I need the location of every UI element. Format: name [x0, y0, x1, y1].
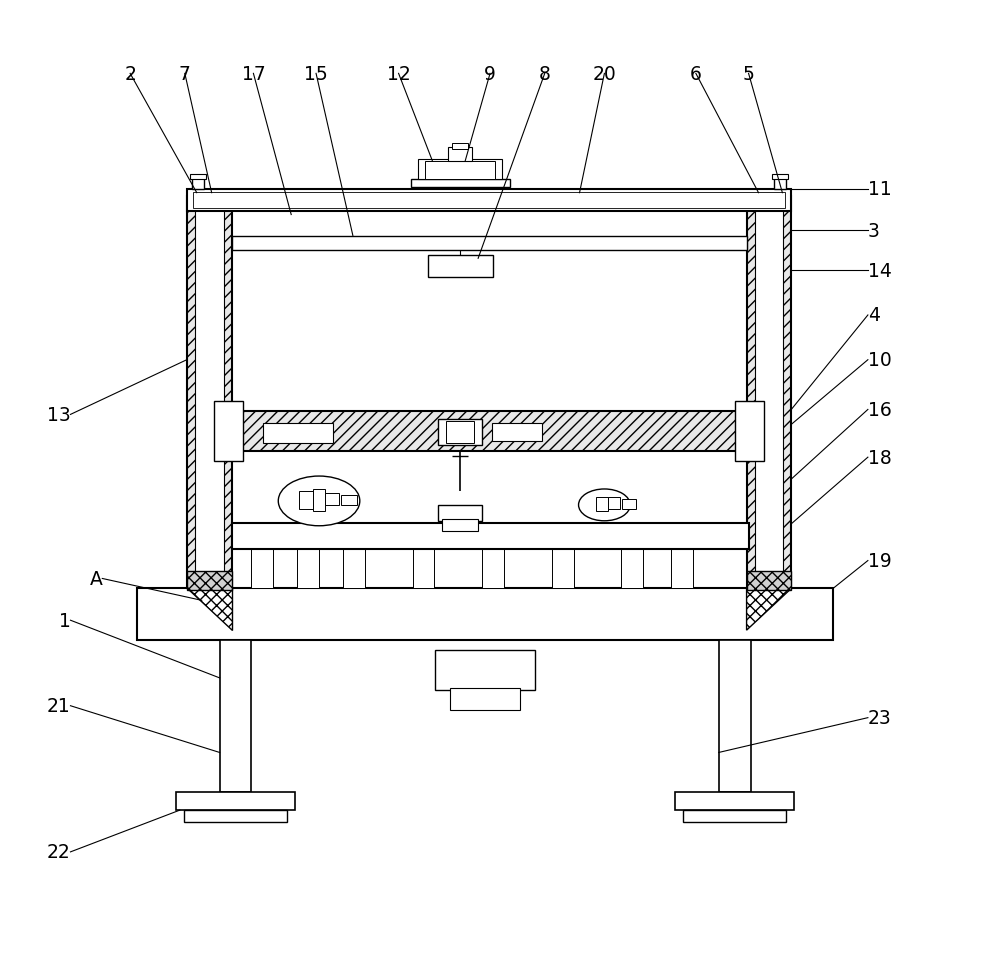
Bar [187, 190, 791, 211]
Text: 7: 7 [179, 65, 191, 83]
Text: 16: 16 [868, 400, 892, 420]
Bar [176, 793, 295, 810]
Bar [622, 499, 636, 510]
Bar [608, 497, 620, 510]
Bar [224, 412, 755, 452]
Bar [435, 650, 535, 690]
Text: 23: 23 [868, 708, 892, 728]
Text: 15: 15 [304, 65, 328, 83]
Bar [671, 549, 693, 589]
Text: 6: 6 [690, 65, 702, 83]
Bar [425, 162, 495, 179]
Bar [193, 193, 785, 208]
Text: 3: 3 [868, 222, 880, 240]
Bar [747, 571, 791, 591]
Bar [438, 420, 482, 446]
Bar [297, 549, 319, 589]
Text: 11: 11 [868, 180, 892, 199]
Bar [263, 423, 333, 444]
Text: 2: 2 [124, 65, 136, 83]
Bar [325, 493, 339, 506]
Polygon shape [747, 589, 791, 631]
Ellipse shape [579, 489, 630, 521]
Text: 4: 4 [868, 306, 880, 326]
Text: 14: 14 [868, 262, 892, 280]
Bar [220, 641, 251, 793]
Text: 5: 5 [743, 65, 755, 83]
Bar [299, 491, 313, 510]
Bar [596, 497, 608, 512]
Bar [482, 549, 504, 589]
Bar [772, 174, 788, 179]
Bar [450, 688, 520, 710]
Bar [232, 237, 747, 251]
Text: 12: 12 [387, 65, 410, 83]
Bar [418, 160, 502, 179]
Bar [428, 256, 493, 278]
Bar [341, 495, 357, 506]
Text: A: A [89, 570, 102, 588]
Text: 19: 19 [868, 551, 892, 571]
Bar [492, 423, 542, 442]
Bar [187, 197, 232, 589]
Text: 1: 1 [59, 611, 70, 630]
Text: 22: 22 [47, 842, 70, 861]
Bar [683, 810, 786, 823]
Bar [552, 549, 574, 589]
Text: 13: 13 [47, 405, 70, 424]
Bar [438, 506, 482, 521]
Bar [452, 143, 468, 150]
Text: 10: 10 [868, 351, 892, 370]
Bar [187, 571, 232, 591]
Polygon shape [187, 589, 232, 631]
Bar [313, 489, 325, 512]
Bar [190, 174, 206, 179]
Text: 17: 17 [242, 65, 265, 83]
Bar [747, 197, 791, 589]
Bar [195, 197, 224, 589]
Ellipse shape [278, 477, 360, 526]
Bar [675, 793, 794, 810]
Bar [343, 549, 365, 589]
Bar [774, 177, 786, 190]
Bar [184, 810, 287, 823]
Bar [448, 148, 472, 162]
Bar [214, 402, 243, 461]
Text: 21: 21 [47, 697, 70, 715]
Bar [446, 422, 474, 444]
Text: 20: 20 [593, 65, 616, 83]
Bar [251, 549, 273, 589]
Bar [442, 519, 478, 531]
Bar [621, 549, 643, 589]
Bar [411, 179, 510, 188]
Bar [719, 641, 751, 793]
Bar [413, 549, 434, 589]
Bar [137, 589, 833, 641]
Text: 8: 8 [539, 65, 551, 83]
Bar [192, 177, 204, 190]
Text: 18: 18 [868, 449, 892, 467]
Bar [232, 523, 749, 549]
Bar [755, 197, 783, 589]
Text: 9: 9 [484, 65, 496, 83]
Bar [735, 402, 764, 461]
